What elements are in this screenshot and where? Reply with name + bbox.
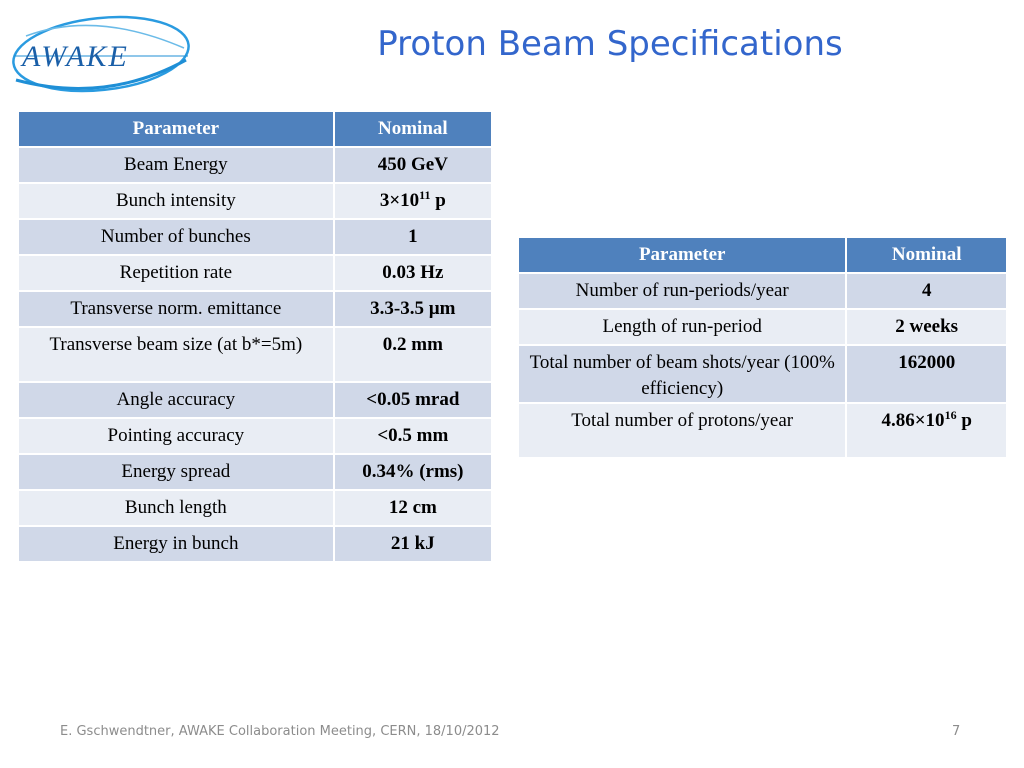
value-cell: 0.34% (rms) [332,453,494,491]
value-cell: 12 cm [332,489,494,527]
awake-logo: AWAKE [6,8,196,104]
parameter-cell: Energy in bunch [17,525,335,563]
value-cell: 21 kJ [332,525,494,563]
value-cell: <0.05 mrad [332,381,494,419]
value-cell: 1 [332,218,494,256]
parameter-cell: Total number of protons/year [516,402,848,459]
table-row: Angle accuracy <0.05 mrad [17,381,494,419]
value-cell: 0.03 Hz [332,254,494,292]
table-row: Number of bunches 1 [17,218,494,256]
parameter-cell: Transverse norm. emittance [17,290,335,328]
header-nominal: Nominal [845,236,1008,274]
parameter-cell: Bunch intensity [17,182,335,220]
value-exponent: 11 [419,188,431,202]
table-header-row: Parameter Nominal [516,236,1008,274]
value-unit: p [430,190,446,211]
table-row: Total number of beam shots/year (100% ef… [516,344,1008,404]
table-row: Bunch length 12 cm [17,489,494,527]
value-base: 3×10 [379,190,420,211]
header-parameter: Parameter [516,236,848,274]
page-title: Proton Beam Specifications [377,24,843,64]
parameter-cell: Number of bunches [17,218,335,256]
table-row: Number of run-periods/year 4 [516,272,1008,310]
value-cell: 4 [845,272,1008,310]
table-row: Transverse beam size (at b*=5m) 0.2 mm [17,326,494,383]
table-row: Repetition rate 0.03 Hz [17,254,494,292]
value-cell: 162000 [845,344,1008,404]
table-row: Beam Energy 450 GeV [17,146,494,184]
parameter-cell: Repetition rate [17,254,335,292]
value-cell: 0.2 mm [332,326,494,383]
parameter-cell: Number of run-periods/year [516,272,848,310]
footer-text: E. Gschwendtner, AWAKE Collaboration Mee… [60,724,500,739]
run-parameters-table: Parameter Nominal Number of run-periods/… [516,236,1008,459]
parameter-cell: Total number of beam shots/year (100% ef… [516,344,848,404]
value-cell: 3×1011 p [332,182,494,220]
table-row: Energy in bunch 21 kJ [17,525,494,563]
value-cell: 2 weeks [845,308,1008,346]
header-nominal: Nominal [332,110,494,148]
value-base: 4.86×10 [881,410,945,431]
table-row: Bunch intensity 3×1011 p [17,182,494,220]
beam-parameters-table: Parameter Nominal Beam Energy 450 GeV Bu… [17,110,494,563]
logo-text: AWAKE [20,40,129,73]
page-number: 7 [952,724,961,739]
parameter-cell: Bunch length [17,489,335,527]
table-row: Energy spread 0.34% (rms) [17,453,494,491]
value-cell: 450 GeV [332,146,494,184]
parameter-cell: Transverse beam size (at b*=5m) [17,326,335,383]
header-parameter: Parameter [17,110,335,148]
table-row: Length of run-period 2 weeks [516,308,1008,346]
parameter-cell: Angle accuracy [17,381,335,419]
parameter-cell: Length of run-period [516,308,848,346]
value-cell: 3.3-3.5 µm [332,290,494,328]
table-row: Transverse norm. emittance 3.3-3.5 µm [17,290,494,328]
table-row: Total number of protons/year 4.86×1016 p [516,402,1008,459]
value-exponent: 16 [944,408,957,422]
parameter-cell: Beam Energy [17,146,335,184]
value-unit: p [956,410,972,431]
parameter-cell: Pointing accuracy [17,417,335,455]
table-header-row: Parameter Nominal [17,110,494,148]
value-cell: 4.86×1016 p [845,402,1008,459]
table-row: Pointing accuracy <0.5 mm [17,417,494,455]
value-cell: <0.5 mm [332,417,494,455]
parameter-cell: Energy spread [17,453,335,491]
